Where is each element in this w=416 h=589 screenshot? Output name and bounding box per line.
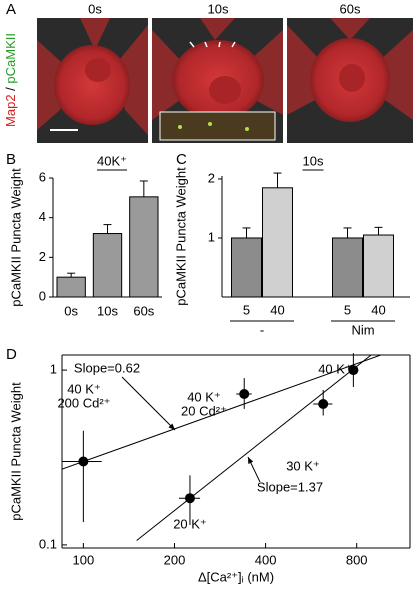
ylabel-part: / [3,84,18,95]
x-axis-label: Δ[Ca²⁺]ᵢ (nM) [198,569,274,584]
point-label: 20 Cd²⁺ [181,403,227,418]
bar [56,276,86,298]
arrowheads [189,41,236,48]
fit-label: Slope=0.62 [74,360,140,375]
frame-label: 60s [340,1,361,16]
panel-label: C [176,151,187,168]
x-tick-label: 60s [133,303,154,318]
bar [231,237,262,298]
nucleus [85,58,111,82]
fit-line [136,355,372,541]
micrographs [37,18,413,143]
group-label: - [260,322,264,337]
bar [332,237,363,298]
fit-label: Slope=1.37 [257,479,323,494]
series-label: 40 [270,302,284,317]
point [184,493,195,504]
chart-title: 40K⁺ [97,153,127,168]
y-axis-label: pCaMKII Puncta Weight [173,167,188,306]
puncta [178,125,182,129]
y-tick-label: 2 [208,170,215,185]
point [239,388,250,399]
point-label: 30 K⁺ [286,458,320,473]
panel-a-ylabel: Map2 / pCaMKII [3,33,18,127]
bar [92,233,123,298]
y-tick-label: 2 [39,249,46,264]
x-tick-label: 800 [346,552,368,567]
fit-lines [62,355,383,541]
y-tick-label: 1 [208,229,215,244]
group-label: Nim [351,322,374,337]
point-label: 40 K⁺ [187,389,221,404]
y-axis-label: pCaMKII Puncta Weight [8,382,23,521]
bar [129,196,159,298]
nucleus [339,64,365,92]
nucleus [209,76,241,104]
panel-label: D [6,346,17,363]
puncta [208,122,212,126]
arrow-head [168,423,175,430]
point-label: 200 Cd²⁺ [57,395,110,410]
point-label: 40 K⁺ [67,381,101,396]
y-tick-label: 0.1 [39,536,57,551]
series-label: 40 [371,302,385,317]
x-tick-label: 100 [73,552,95,567]
panel-label: A [6,1,16,18]
chart-title: 10s [303,153,324,168]
puncta [245,127,249,131]
point-label: 40 K⁺ [318,361,352,376]
frame-label: 10s [208,1,229,16]
bar [262,187,293,298]
x-tick-label: 10s [97,303,118,318]
y-axis-label: pCaMKII Puncta Weight [8,168,23,307]
x-tick-label: 0s [64,303,78,318]
y-tick-label: 0 [39,288,46,303]
y-tick-label: 6 [39,169,46,184]
series-label: 5 [344,302,351,317]
bar [363,234,394,298]
y-tick-label: 4 [39,209,46,224]
point [348,365,359,376]
point [78,456,89,467]
ylabel-part: Map2 [3,94,18,127]
inset [159,111,276,141]
frame-label: 0s [88,1,102,16]
annotation-arrow [121,376,176,431]
y-tick-label: 1 [50,362,57,377]
panel-label: B [6,151,16,168]
point [318,398,329,409]
x-tick-label: 400 [255,552,277,567]
point-label: 20 K⁺ [173,516,207,531]
ylabel-part: pCaMKII [3,33,18,84]
cell [54,45,130,125]
x-tick-label: 200 [164,552,186,567]
series-label: 5 [243,302,250,317]
arrow-head [248,457,254,464]
